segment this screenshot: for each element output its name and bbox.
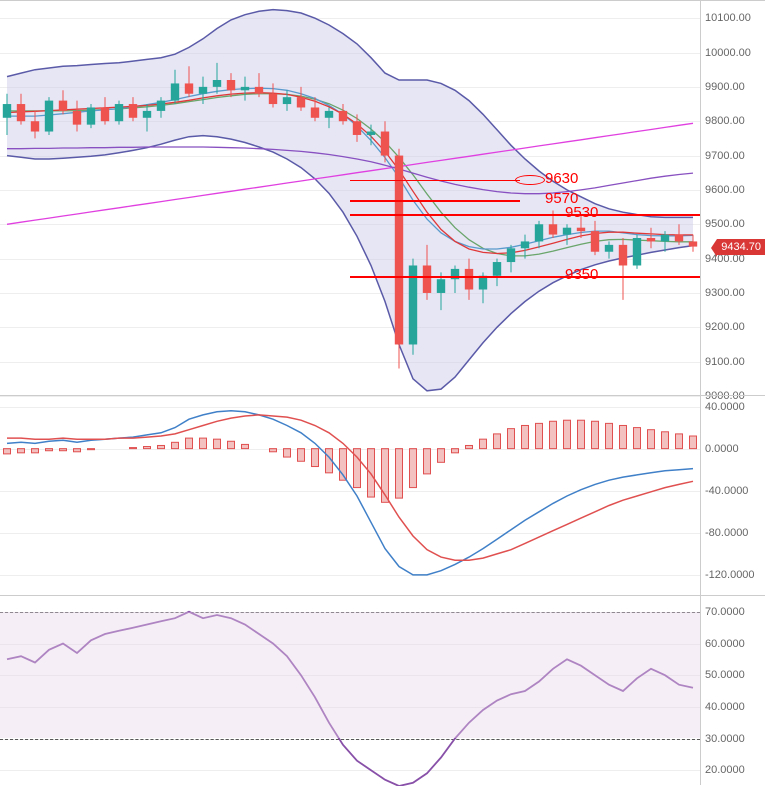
macd-axis-tick: -40.0000	[705, 485, 748, 497]
price-axis-tick: 9800.00	[705, 115, 745, 127]
macd-axis-tick: 40.0000	[705, 401, 745, 413]
price-axis-tick: 9300.00	[705, 287, 745, 299]
price-level-line	[350, 200, 520, 202]
rsi-indicator-panel[interactable]: 70.0000 60.0000 50.0000 40.0000 30.0000 20.00…	[0, 595, 765, 785]
price-level-label: 9530	[565, 204, 598, 221]
price-level-label: 9630	[545, 170, 578, 187]
price-level-line	[350, 180, 520, 182]
rsi-axis-tick: 30.0000	[705, 733, 745, 745]
price-axis-tick: 9100.00	[705, 356, 745, 368]
rsi-axis-tick: 70.0000	[705, 606, 745, 618]
price-axis-tick: 10100.00	[705, 12, 751, 24]
rsi-band-fill	[0, 612, 700, 739]
price-level-marker	[515, 175, 545, 185]
price-axis-tick: 10000.00	[705, 47, 751, 59]
macd-axis-tick: -120.0000	[705, 569, 755, 581]
price-chart-panel[interactable]: 963095709530935010100.0010000.009900.009…	[0, 0, 765, 395]
rsi-axis-tick: 40.0000	[705, 701, 745, 713]
price-level-line	[350, 214, 700, 216]
macd-indicator-panel[interactable]: 40.0000 0.0000 -40.0000 -80.0000 -120.0000	[0, 395, 765, 595]
price-axis-tick: 9600.00	[705, 184, 745, 196]
price-level-label: 9350	[565, 266, 598, 283]
price-axis-tick: 9500.00	[705, 218, 745, 230]
price-axis-tick: 9900.00	[705, 81, 745, 93]
price-axis-tick: 9200.00	[705, 321, 745, 333]
rsi-axis-tick: 20.0000	[705, 764, 745, 776]
price-level-line	[350, 276, 700, 278]
price-axis-tick: 9700.00	[705, 150, 745, 162]
current-price-badge: 9434.70	[717, 239, 765, 255]
macd-axis-tick: -80.0000	[705, 527, 748, 539]
macd-axis-tick: 0.0000	[705, 443, 739, 455]
rsi-axis-tick: 60.0000	[705, 638, 745, 650]
rsi-axis-tick: 50.0000	[705, 669, 745, 681]
